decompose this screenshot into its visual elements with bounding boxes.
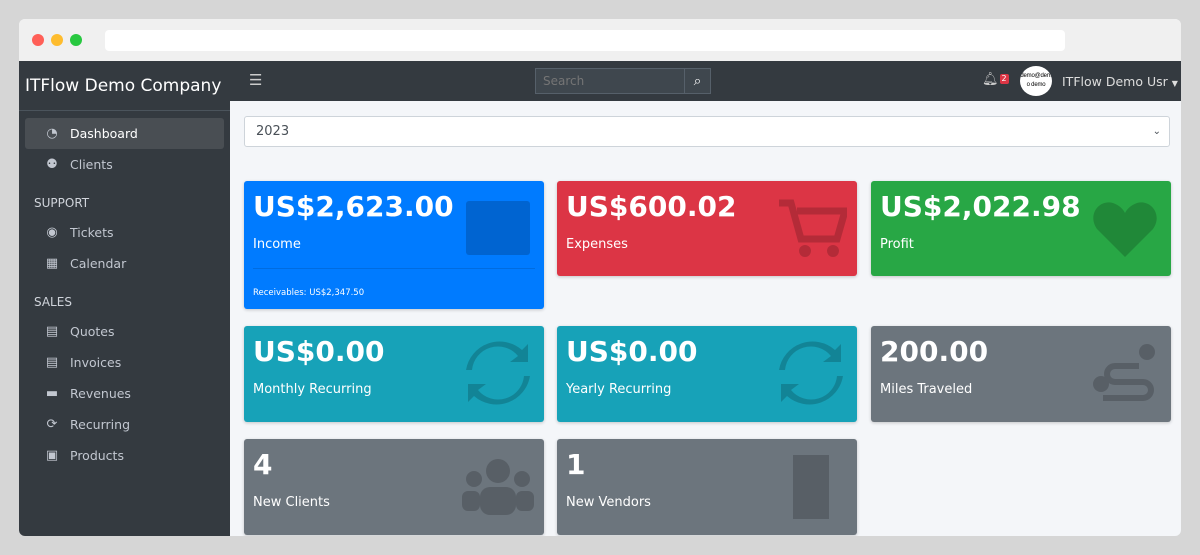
notifications-button[interactable]: 🔔︎ 2 bbox=[982, 72, 1009, 87]
stat-label: Miles Traveled bbox=[880, 382, 973, 397]
credit-card-icon bbox=[466, 201, 530, 255]
user-menu[interactable]: ITFlow Demo Usr ▼ bbox=[1062, 74, 1178, 89]
browser-chrome bbox=[19, 19, 1181, 61]
stat-label: Expenses bbox=[566, 237, 628, 252]
stat-card-yearly-recurring[interactable]: US$0.00 Yearly Recurring bbox=[557, 326, 857, 422]
heart-icon bbox=[1093, 202, 1157, 257]
life-ring-icon: ◉ bbox=[46, 225, 58, 240]
search-input[interactable] bbox=[535, 68, 685, 94]
sidebar: ITFlow Demo Company ◔ Dashboard ⚉ Clients … bbox=[19, 61, 230, 536]
users-icon: ⚉ bbox=[46, 157, 58, 172]
sidebar-item-quotes[interactable]: ▤ Quotes bbox=[25, 316, 224, 347]
close-dot[interactable] bbox=[32, 34, 44, 46]
sidebar-item-products[interactable]: ▣ Products bbox=[25, 440, 224, 471]
invoice-icon: ▤ bbox=[45, 355, 59, 370]
stat-value: US$2,623.00 bbox=[253, 190, 454, 223]
stat-value: US$600.02 bbox=[566, 190, 737, 223]
card-divider bbox=[253, 268, 535, 269]
route-icon bbox=[1093, 344, 1155, 401]
stat-value: US$0.00 bbox=[253, 335, 385, 368]
stat-label: Income bbox=[253, 237, 301, 252]
receivables-text: Receivables: US$2,347.50 bbox=[253, 288, 365, 298]
stat-card-miles-traveled[interactable]: 200.00 Miles Traveled bbox=[871, 326, 1171, 422]
sidebar-item-revenues[interactable]: ▬ Revenues bbox=[25, 378, 224, 409]
stat-card-income[interactable]: US$2,623.00 Income Receivables: US$2,347.5… bbox=[244, 181, 544, 309]
stat-value: 4 bbox=[253, 448, 273, 481]
main-content: 2023 ⌄ US$2,623.00 Income Receivables: US$2… bbox=[230, 101, 1181, 536]
sync-icon bbox=[466, 341, 530, 405]
box-icon: ▣ bbox=[45, 448, 59, 463]
browser-window: ITFlow Demo Company ◔ Dashboard ⚉ Clients … bbox=[19, 19, 1181, 536]
credit-card-icon: ▬ bbox=[45, 386, 59, 401]
sync-icon: ⟳ bbox=[46, 417, 58, 432]
bell-icon: 🔔︎ bbox=[982, 72, 999, 87]
stat-value: US$0.00 bbox=[566, 335, 698, 368]
sidebar-item-dashboard[interactable]: ◔ Dashboard bbox=[25, 118, 224, 149]
calendar-icon: ▦ bbox=[45, 256, 59, 271]
stat-value: 200.00 bbox=[880, 335, 989, 368]
search-button[interactable]: ⌕ bbox=[685, 68, 711, 94]
stat-label: Monthly Recurring bbox=[253, 382, 372, 397]
stat-card-expenses[interactable]: US$600.02 Expenses bbox=[557, 181, 857, 276]
building-icon bbox=[793, 455, 829, 519]
support-header: SUPPORT bbox=[34, 196, 90, 210]
caret-down-icon: ▼ bbox=[1171, 79, 1178, 88]
notification-badge: 2 bbox=[999, 74, 1009, 84]
menu-toggle-icon[interactable]: ☰ bbox=[249, 71, 263, 89]
sidebar-item-tickets[interactable]: ◉ Tickets bbox=[25, 217, 224, 248]
search-form: ⌕ bbox=[535, 68, 711, 94]
stat-value: 1 bbox=[566, 448, 586, 481]
file-icon: ▤ bbox=[45, 324, 59, 339]
sidebar-item-invoices[interactable]: ▤ Invoices bbox=[25, 347, 224, 378]
maximize-dot[interactable] bbox=[70, 34, 82, 46]
search-icon: ⌕ bbox=[693, 73, 702, 88]
stat-card-monthly-recurring[interactable]: US$0.00 Monthly Recurring bbox=[244, 326, 544, 422]
stat-label: New Clients bbox=[253, 495, 330, 510]
users-icon bbox=[462, 459, 534, 515]
sidebar-item-calendar[interactable]: ▦ Calendar bbox=[25, 248, 224, 279]
top-navbar: ☰ ⌕ 🔔︎2 demo@demo demo ITFlow Demo Usr ▼ bbox=[230, 61, 1181, 101]
stat-value: US$2,022.98 bbox=[880, 190, 1081, 223]
stat-label: New Vendors bbox=[566, 495, 651, 510]
shopping-cart-icon bbox=[779, 199, 847, 257]
minimize-dot[interactable] bbox=[51, 34, 63, 46]
sync-icon bbox=[779, 341, 843, 405]
address-bar[interactable] bbox=[105, 30, 1065, 51]
chevron-down-icon: ⌄ bbox=[1152, 126, 1161, 137]
stat-card-profit[interactable]: US$2,022.98 Profit bbox=[871, 181, 1171, 276]
stat-card-new-vendors[interactable]: 1 New Vendors bbox=[557, 439, 857, 535]
sidebar-item-clients[interactable]: ⚉ Clients bbox=[25, 149, 224, 180]
stat-card-new-clients[interactable]: 4 New Clients bbox=[244, 439, 544, 535]
company-brand[interactable]: ITFlow Demo Company bbox=[19, 61, 230, 111]
tachometer-icon: ◔ bbox=[46, 126, 58, 141]
sidebar-item-recurring[interactable]: ⟳ Recurring bbox=[25, 409, 224, 440]
sales-header: SALES bbox=[34, 295, 72, 309]
stat-label: Profit bbox=[880, 237, 914, 252]
stat-label: Yearly Recurring bbox=[566, 382, 672, 397]
year-select[interactable]: 2023 ⌄ bbox=[244, 116, 1170, 147]
avatar[interactable]: demo@demo demo bbox=[1020, 66, 1052, 96]
